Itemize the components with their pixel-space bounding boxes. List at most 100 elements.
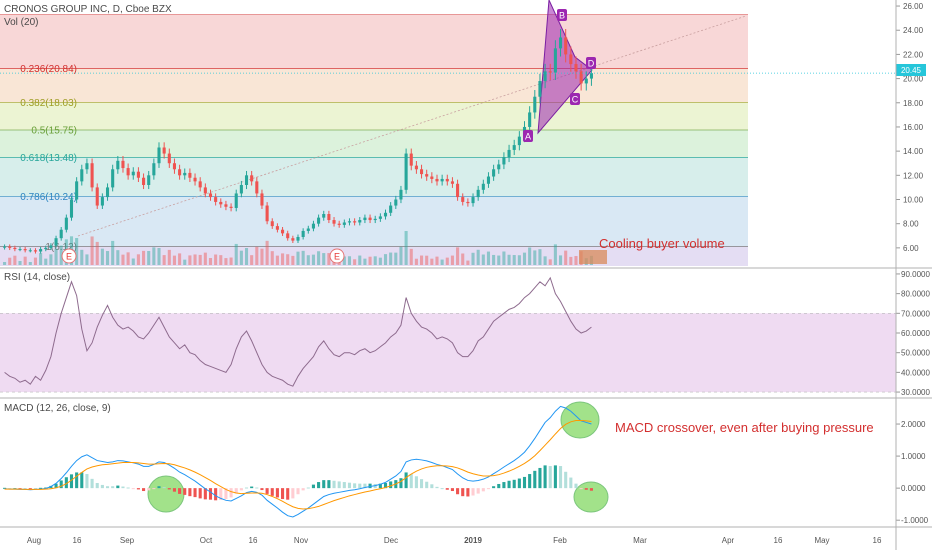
candle-body (476, 189, 480, 198)
volume-bar (39, 253, 43, 265)
volume-label[interactable]: Vol (20) (4, 17, 39, 28)
time-tick-label: Oct (200, 536, 213, 545)
candle-body (456, 183, 460, 198)
macd-histogram-bar (203, 488, 207, 500)
macd-histogram-bar (430, 484, 434, 489)
macd-tick-label: 1.0000 (901, 452, 926, 461)
macd-histogram (3, 465, 593, 501)
macd-label[interactable]: MACD (12, 26, close, 9) (4, 403, 111, 414)
harmonic-pattern-shape (537, 0, 593, 135)
volume-bar (224, 258, 228, 265)
macd-histogram-bar (28, 488, 32, 490)
volume-bar (275, 255, 279, 265)
candle-body (54, 238, 58, 246)
candle-body (44, 247, 48, 250)
fib-zone (0, 129, 748, 158)
volume-bar (147, 251, 151, 265)
pattern-point-a: A (523, 130, 533, 142)
pattern-point-d: D (586, 57, 596, 69)
candle-body (198, 181, 202, 188)
candle-body (363, 217, 367, 221)
candle-body (440, 178, 444, 182)
macd-histogram-bar (250, 486, 254, 489)
macd-histogram-bar (95, 483, 99, 489)
volume-bar (368, 256, 372, 265)
fib-level-label: 0.618(13.48) (20, 153, 77, 164)
volume-bar (414, 258, 418, 265)
macd-histogram-bar (327, 480, 331, 489)
candle-body (528, 112, 532, 127)
volume-bar (342, 256, 346, 265)
candle-body (322, 214, 326, 218)
candle-body (265, 205, 269, 222)
volume-bar (497, 255, 501, 265)
fib-level-label: 0.382(18.03) (20, 98, 77, 109)
candle-body (394, 199, 398, 206)
volume-bar (409, 248, 413, 265)
candle-body (255, 181, 259, 194)
volume-bar (244, 248, 249, 265)
volume-bar (420, 255, 424, 265)
rsi-tick-label: 40.0000 (901, 368, 930, 377)
candle-body (342, 222, 346, 225)
candle-body (281, 229, 285, 234)
macd-histogram-bar (425, 481, 429, 489)
macd-histogram-bar (414, 476, 418, 489)
candle-body (69, 199, 74, 218)
volume-bar (327, 253, 331, 265)
rsi-band (0, 313, 896, 393)
volume-bar (8, 257, 12, 265)
macd-histogram-bar (517, 478, 521, 489)
candle-body (517, 136, 521, 146)
candle-body (208, 193, 213, 198)
volume-bar (13, 255, 17, 265)
macd-histogram-bar (178, 488, 182, 494)
earnings-marker-1[interactable]: E (61, 248, 77, 264)
rsi-label[interactable]: RSI (14, close) (4, 272, 71, 283)
macd-line (4, 405, 592, 518)
macd-histogram-bar (378, 483, 382, 489)
symbol-title[interactable]: CRONOS GROUP INC, D, Cboe BZX (4, 4, 172, 15)
volume-bar (347, 256, 352, 265)
volume-bar (126, 252, 130, 265)
volume-bar (425, 255, 429, 265)
macd-histogram-bar (486, 488, 491, 490)
candle-body (543, 71, 547, 82)
macd-histogram-bar (383, 483, 388, 489)
earnings-marker-2[interactable]: E (329, 248, 345, 264)
macd-histogram-bar (23, 488, 27, 490)
volume-bar (476, 249, 480, 265)
volume-bar (301, 250, 305, 265)
price-tick-label: 22.00 (903, 50, 924, 59)
fib-zone (0, 68, 748, 103)
volume-bar (548, 259, 552, 265)
volume-bar (198, 254, 202, 265)
candle-body (105, 187, 110, 198)
macd-histogram-bar (497, 483, 501, 489)
volume-bar (95, 241, 99, 265)
volume-bar (239, 250, 243, 265)
macd-histogram-bar (456, 488, 460, 495)
volume-bar (142, 250, 146, 265)
candle-body (152, 163, 156, 176)
volume-bar (265, 240, 269, 265)
candle-body (486, 176, 491, 184)
candle-body (296, 236, 300, 241)
macd-histogram-bar (64, 477, 68, 489)
volume-bar (383, 254, 388, 265)
candle-body (142, 177, 146, 185)
candle-body (229, 206, 233, 208)
svg-text:B: B (559, 11, 565, 21)
volume-bar (461, 253, 465, 265)
volume-bar (270, 251, 274, 265)
volume-bar (373, 256, 377, 265)
volume-bar (28, 262, 32, 265)
volume-bar (404, 231, 408, 265)
volume-bar (322, 253, 326, 265)
volume-bar (512, 255, 516, 265)
volume-bar (203, 252, 207, 265)
candle-body (85, 163, 89, 170)
macd-histogram-bar (337, 481, 341, 489)
volume-bar (481, 254, 485, 265)
